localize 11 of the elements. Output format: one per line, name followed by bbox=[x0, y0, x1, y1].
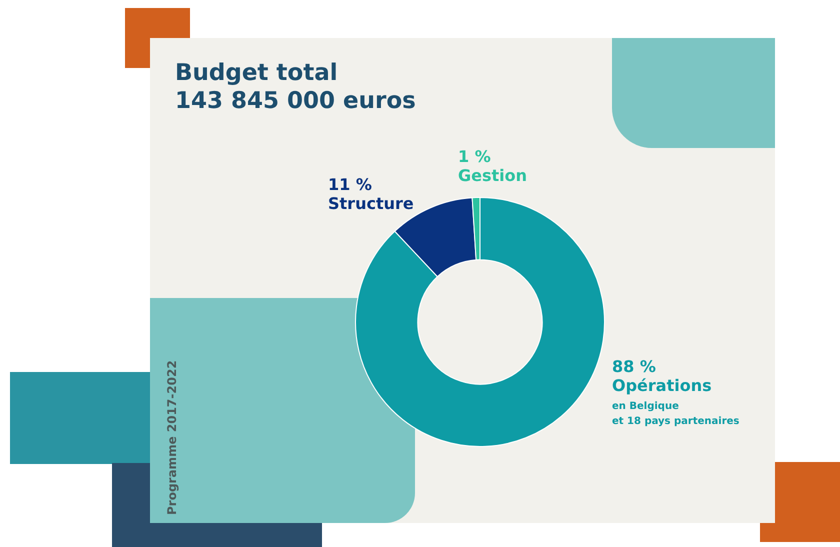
text: Programme 2017-2022 bbox=[165, 360, 179, 515]
data-label: 88 % bbox=[612, 357, 656, 376]
slice-label: Gestion bbox=[458, 166, 528, 185]
chart-title: Budget total bbox=[175, 60, 338, 86]
text: et 18 pays partenaires bbox=[612, 416, 740, 427]
text: en Belgique bbox=[612, 401, 680, 412]
slice-label: Structure bbox=[328, 194, 414, 213]
chart-subtitle: 143 845 000 euros bbox=[175, 88, 416, 114]
slice-label: Opérations bbox=[612, 376, 712, 395]
data-label: 1 % bbox=[458, 147, 491, 166]
data-label: 11 % bbox=[328, 175, 372, 194]
